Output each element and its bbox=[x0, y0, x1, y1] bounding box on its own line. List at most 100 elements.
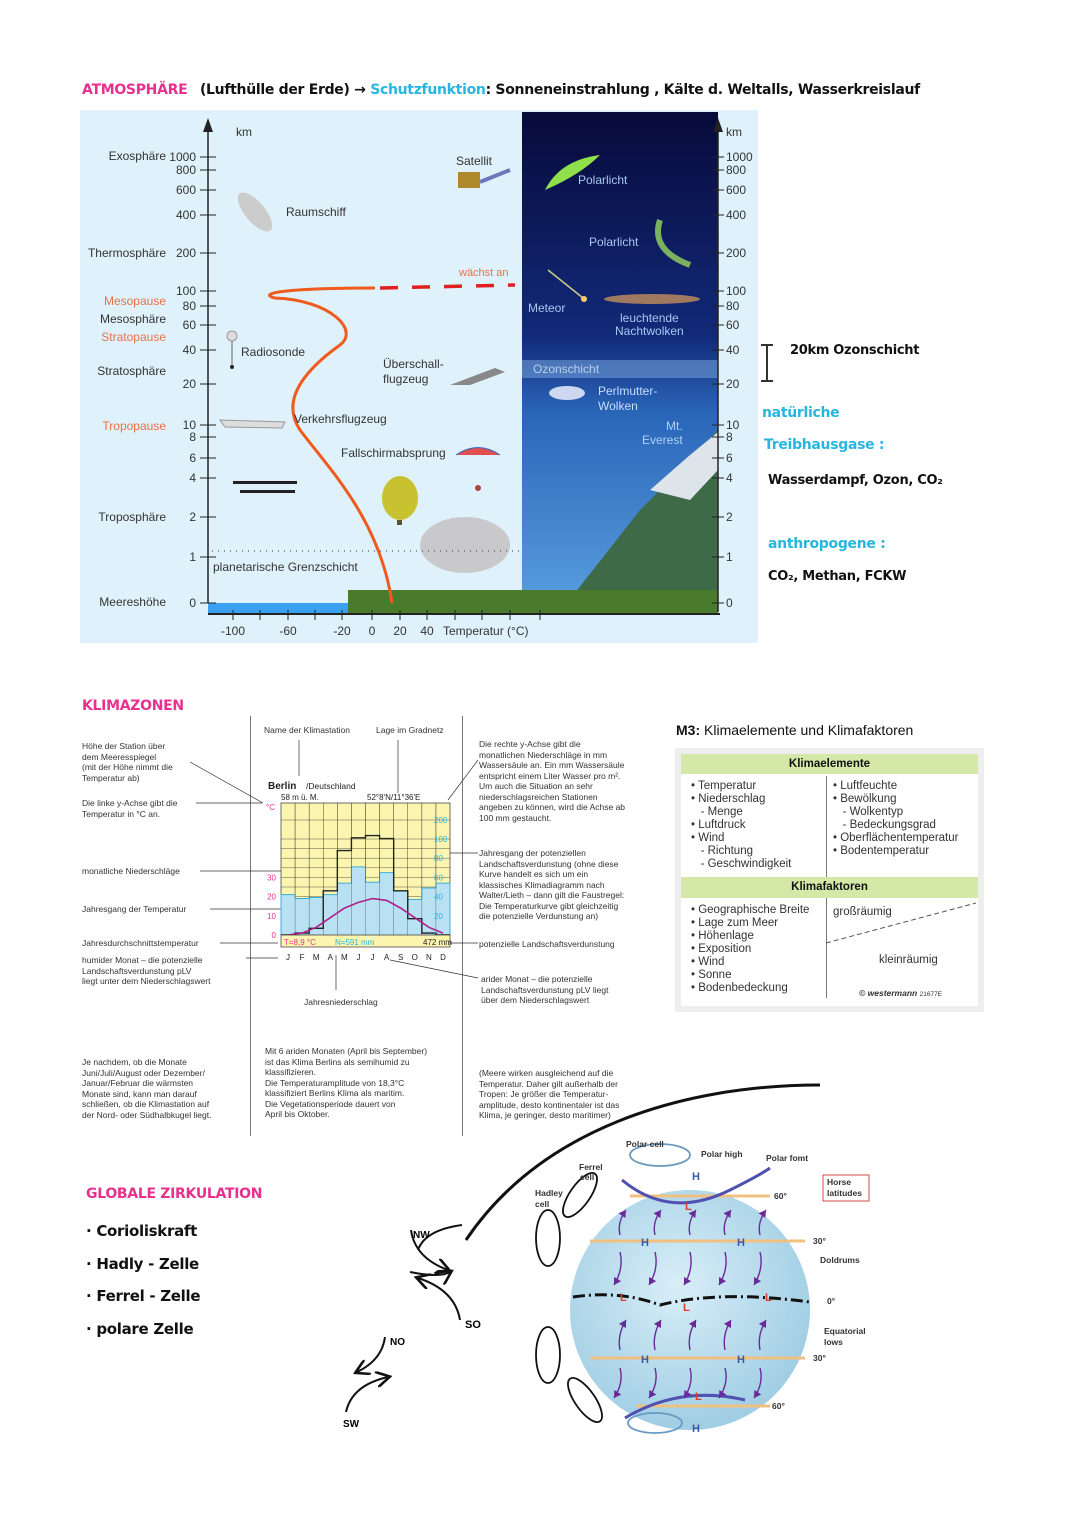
temp-tick: 10 bbox=[267, 912, 276, 921]
right-tick-label: 8 bbox=[726, 430, 733, 444]
wind-arrow-icon bbox=[618, 1319, 627, 1351]
left-unit: °C bbox=[266, 803, 275, 812]
wind-arrow-icon bbox=[753, 1367, 762, 1399]
annotation-annual-precip: Jahresniederschlag bbox=[304, 997, 378, 1007]
text-maritime: (Meere wirken ausgleichend auf die Tempe… bbox=[479, 1068, 620, 1120]
x-tick-label: -100 bbox=[221, 624, 245, 638]
layer-label: Troposphäre bbox=[98, 510, 166, 524]
forest bbox=[348, 590, 718, 613]
function-label: Schutzfunktion bbox=[370, 82, 486, 98]
l-label: L bbox=[620, 1292, 627, 1304]
annotation-left-axis: Die linke y-Achse gibt die Temperatur in… bbox=[82, 798, 178, 819]
left-tick-label: 1 bbox=[189, 550, 196, 564]
layer-label: Meereshöhe bbox=[99, 595, 166, 609]
right-tick-label: 40 bbox=[726, 343, 740, 357]
klimafaktor-item: • Exposition bbox=[691, 943, 752, 955]
klimaelement-item: • Oberflächentemperatur bbox=[833, 832, 959, 844]
layer-label: Stratopause bbox=[101, 330, 166, 344]
ozonschicht-label: Ozonschicht bbox=[533, 362, 600, 376]
small-scale-label: kleinräumig bbox=[879, 954, 938, 966]
zirkulation-list: · Corioliskraft · Hadly - Zelle · Ferrel… bbox=[86, 1215, 201, 1345]
raumschiff-label: Raumschiff bbox=[286, 205, 346, 219]
sea bbox=[208, 603, 348, 613]
mm-tick: 80 bbox=[434, 854, 443, 863]
month-label: J bbox=[371, 953, 375, 962]
m3-title: M3: Klimaelemente und Klimafaktoren bbox=[676, 722, 913, 738]
arrow-sw-icon bbox=[345, 1377, 388, 1413]
natural-list: Wasserdampf, Ozon, CO₂ bbox=[768, 473, 943, 488]
grenzschicht-label: planetarische Grenzschicht bbox=[213, 560, 358, 574]
precip-bar bbox=[295, 898, 310, 935]
wind-arrow-icon bbox=[688, 1209, 697, 1236]
waechst-label: wächst an bbox=[458, 267, 509, 279]
natural-title-2: Treibhausgase : bbox=[764, 437, 885, 453]
right-tick-label: 80 bbox=[726, 299, 740, 313]
right-tick-label: 2 bbox=[726, 510, 733, 524]
right-tick-label: 0 bbox=[726, 596, 733, 610]
h-label: H bbox=[692, 1423, 700, 1435]
m3-title-bold: M3: bbox=[676, 722, 701, 738]
wind-arrow-icon bbox=[723, 1209, 732, 1236]
right-tick-label: 400 bbox=[726, 208, 746, 222]
annotation-coords: Lage im Gradnetz bbox=[376, 725, 444, 735]
klimafaktor-item: • Geographische Breite bbox=[691, 904, 810, 916]
right-tick-label: 1 bbox=[726, 550, 733, 564]
month-label: J bbox=[286, 953, 290, 962]
temperature-rising-dash bbox=[379, 283, 516, 290]
ozone-bracket bbox=[766, 344, 768, 381]
precip-bar bbox=[393, 890, 408, 935]
precip-bar bbox=[323, 894, 338, 935]
h-label: H bbox=[641, 1354, 649, 1366]
atmosphere-diagram: 1000 800 600 400 200 100 80 60 40 20 10 8 6 4 2 1 0 1000 8… bbox=[80, 110, 758, 643]
temperature-line bbox=[287, 897, 444, 936]
left-tick-label: 6 bbox=[189, 451, 196, 465]
radiosonde-icon bbox=[226, 330, 238, 369]
precip-bar bbox=[365, 882, 380, 935]
list-item: · Ferrel - Zelle bbox=[86, 1287, 201, 1305]
km-label-right: km bbox=[726, 125, 742, 139]
equatorial-lows-label: Equatorial lows bbox=[824, 1326, 866, 1347]
right-tick-label: 60 bbox=[726, 318, 740, 332]
layer-label: Stratosphäre bbox=[97, 364, 166, 378]
left-tick-label: 60 bbox=[183, 318, 197, 332]
wind-arrow-icon bbox=[753, 1251, 762, 1286]
polar-front-south bbox=[624, 1393, 746, 1420]
elements-header: Klimaelemente bbox=[681, 754, 978, 774]
layer-label: Mesopause bbox=[104, 294, 166, 308]
polar-cell-south-icon bbox=[627, 1412, 683, 1434]
wind-arrow-icon bbox=[613, 1367, 622, 1399]
left-tick-label: 10 bbox=[183, 418, 197, 432]
meteor-icon bbox=[547, 269, 587, 302]
h-label: H bbox=[737, 1237, 745, 1249]
jet-fighter-icon bbox=[450, 368, 505, 385]
arrow-no-icon bbox=[357, 1336, 386, 1372]
atmosphere-header: ATMOSPHÄRE (Lufthülle der Erde) → Schutz… bbox=[82, 82, 920, 98]
atmosphere-graphic: 1000800600400200100806040201086421010008… bbox=[88, 112, 753, 638]
klimaelement-item: • Temperatur bbox=[691, 780, 757, 792]
circulation-diagram: NW SO NO SW H H H H H H L L L L L Polar … bbox=[343, 1083, 870, 1435]
layer-label: Exosphäre bbox=[109, 149, 167, 163]
radiosonde-label: Radiosonde bbox=[241, 345, 305, 359]
klimaelement-item: • Luftfeuchte bbox=[833, 780, 898, 792]
layer-label: Tropopause bbox=[102, 419, 166, 433]
mm-tick: 40 bbox=[434, 893, 443, 902]
left-tick-label: 20 bbox=[183, 377, 197, 391]
polar-high-label: Polar high bbox=[701, 1149, 743, 1159]
month-label: A bbox=[328, 953, 334, 962]
airliner-icon bbox=[219, 419, 286, 429]
mm-tick: 200 bbox=[434, 816, 448, 825]
left-tick-label: 80 bbox=[183, 299, 197, 313]
km-label-left: km bbox=[236, 125, 252, 139]
left-tick-label: 0 bbox=[189, 596, 196, 610]
klimaelement-item: • Bodentemperatur bbox=[833, 845, 930, 857]
left-tick-label: 600 bbox=[176, 183, 196, 197]
annotation-arid: arider Monat – die potenzielle Landschaf… bbox=[481, 974, 609, 1005]
annotation-altitude: Höhe der Station über dem Meeresspiegel … bbox=[82, 741, 173, 783]
right-tick-label: 100 bbox=[726, 284, 746, 298]
wind-arrow-icon bbox=[718, 1367, 727, 1399]
left-tick-label: 4 bbox=[189, 471, 196, 485]
dir-no: NO bbox=[390, 1337, 405, 1348]
klimaelement-item: - Wolkentyp bbox=[833, 806, 904, 818]
noctilucent-cloud-icon bbox=[604, 294, 700, 304]
wind-arrow-icon bbox=[758, 1209, 767, 1236]
